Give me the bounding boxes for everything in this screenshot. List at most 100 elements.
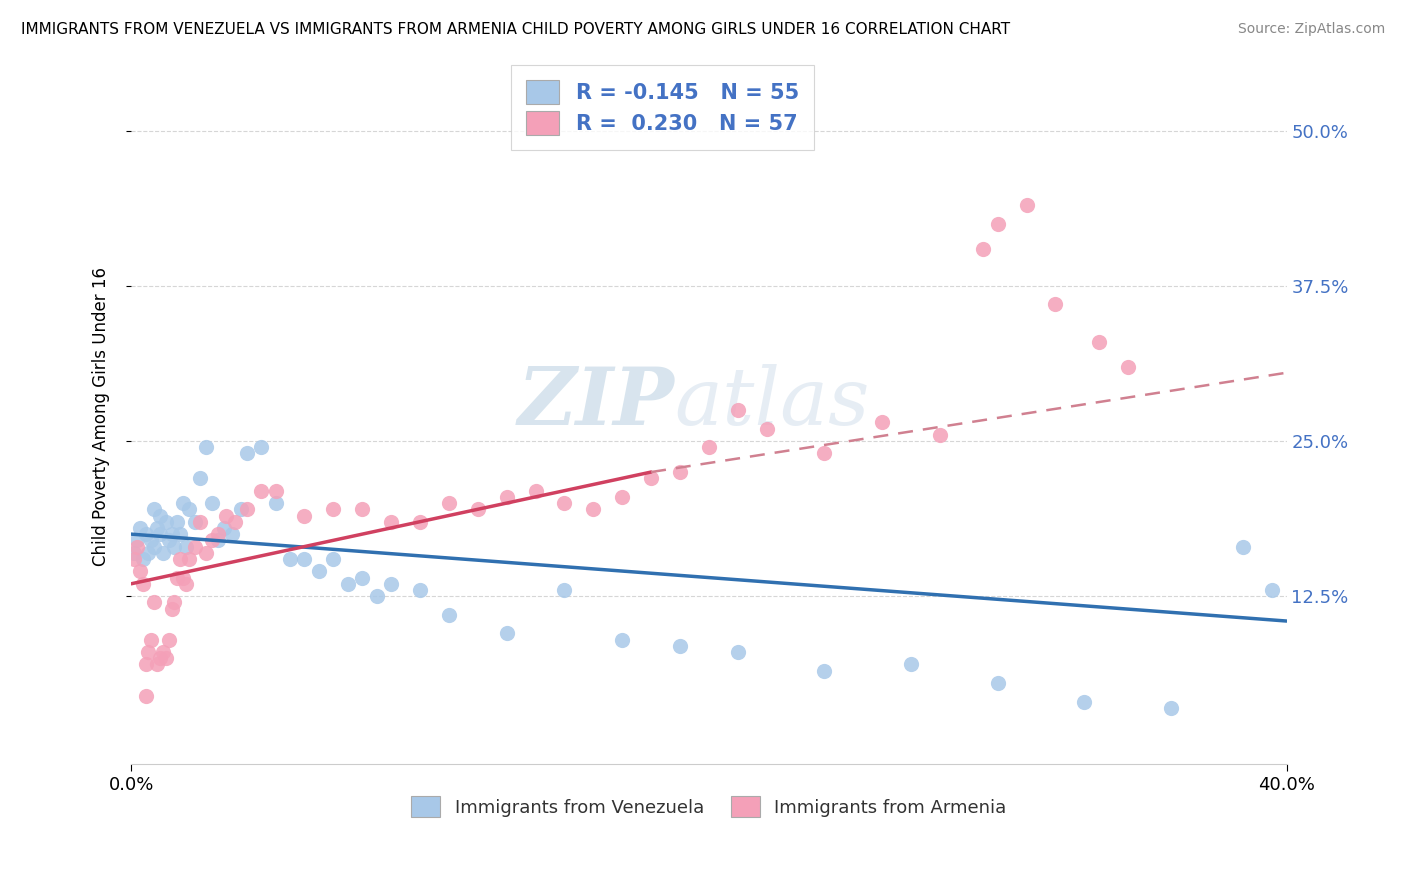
Point (155, 651, 177, 665)
Point (177, 502, 200, 516)
Point (1015, 198, 1038, 212)
Point (201, 533, 224, 548)
Point (380, 576, 402, 591)
Point (524, 483, 547, 498)
Point (122, 546, 145, 560)
Point (224, 515, 246, 529)
Point (166, 515, 188, 529)
Point (352, 502, 374, 516)
Point (336, 576, 359, 591)
Point (467, 502, 489, 516)
Point (727, 645, 749, 659)
Point (207, 527, 229, 541)
Point (669, 639, 692, 653)
Point (135, 689, 157, 703)
Point (125, 540, 148, 554)
Point (138, 546, 160, 560)
Point (177, 552, 200, 566)
Point (308, 565, 330, 579)
Point (1261, 582, 1284, 597)
Text: IMMIGRANTS FROM VENEZUELA VS IMMIGRANTS FROM ARMENIA CHILD POVERTY AMONG GIRLS U: IMMIGRANTS FROM VENEZUELA VS IMMIGRANTS … (21, 22, 1011, 37)
Point (183, 515, 205, 529)
Point (264, 483, 287, 498)
Point (495, 490, 517, 504)
Point (169, 527, 191, 541)
Point (900, 657, 922, 672)
Point (149, 651, 172, 665)
Point (929, 427, 952, 442)
Point (235, 446, 257, 460)
Point (437, 496, 460, 510)
Text: atlas: atlas (675, 364, 869, 441)
Point (157, 632, 180, 647)
Point (294, 508, 316, 523)
Point (195, 546, 218, 560)
Point (380, 515, 402, 529)
Point (143, 595, 166, 609)
Point (122, 552, 145, 566)
Point (163, 540, 186, 554)
Point (229, 502, 252, 516)
Point (195, 440, 218, 454)
Point (987, 217, 1010, 231)
Point (155, 515, 177, 529)
Point (366, 589, 388, 603)
Point (149, 508, 172, 523)
Point (221, 527, 243, 541)
Point (870, 416, 893, 430)
Point (553, 496, 575, 510)
Point (174, 540, 197, 554)
Point (669, 465, 692, 479)
Point (215, 508, 238, 523)
Point (138, 645, 160, 659)
Point (201, 496, 224, 510)
Point (166, 571, 188, 585)
Legend: Immigrants from Venezuela, Immigrants from Armenia: Immigrants from Venezuela, Immigrants fr… (404, 789, 1014, 824)
Point (250, 440, 273, 454)
Point (146, 521, 169, 535)
Point (987, 676, 1010, 690)
Point (141, 533, 163, 548)
Point (322, 502, 344, 516)
Point (1232, 540, 1254, 554)
Point (152, 645, 174, 659)
Point (143, 540, 166, 554)
Point (190, 471, 212, 485)
Point (183, 540, 205, 554)
Point (146, 657, 169, 672)
Y-axis label: Child Poverty Among Girls Under 16: Child Poverty Among Girls Under 16 (93, 267, 110, 566)
Point (172, 571, 194, 585)
Point (1160, 701, 1182, 715)
Point (352, 571, 374, 585)
Point (409, 582, 432, 597)
Point (612, 490, 634, 504)
Point (1088, 334, 1111, 349)
Point (132, 552, 155, 566)
Point (813, 664, 835, 678)
Point (212, 521, 235, 535)
Text: ZIP: ZIP (517, 364, 675, 441)
Point (163, 595, 186, 609)
Point (1045, 297, 1067, 311)
Point (149, 527, 172, 541)
Point (495, 626, 517, 640)
Point (813, 446, 835, 460)
Point (141, 632, 163, 647)
Text: Source: ZipAtlas.com: Source: ZipAtlas.com (1237, 22, 1385, 37)
Point (582, 502, 605, 516)
Point (172, 496, 194, 510)
Point (143, 502, 166, 516)
Point (190, 515, 212, 529)
Point (152, 546, 174, 560)
Point (135, 527, 157, 541)
Point (169, 552, 191, 566)
Point (128, 521, 150, 535)
Point (322, 552, 344, 566)
Point (235, 502, 257, 516)
Point (278, 552, 301, 566)
Point (157, 533, 180, 548)
Point (972, 242, 994, 256)
Point (1116, 359, 1139, 374)
Point (553, 582, 575, 597)
Point (135, 657, 157, 672)
